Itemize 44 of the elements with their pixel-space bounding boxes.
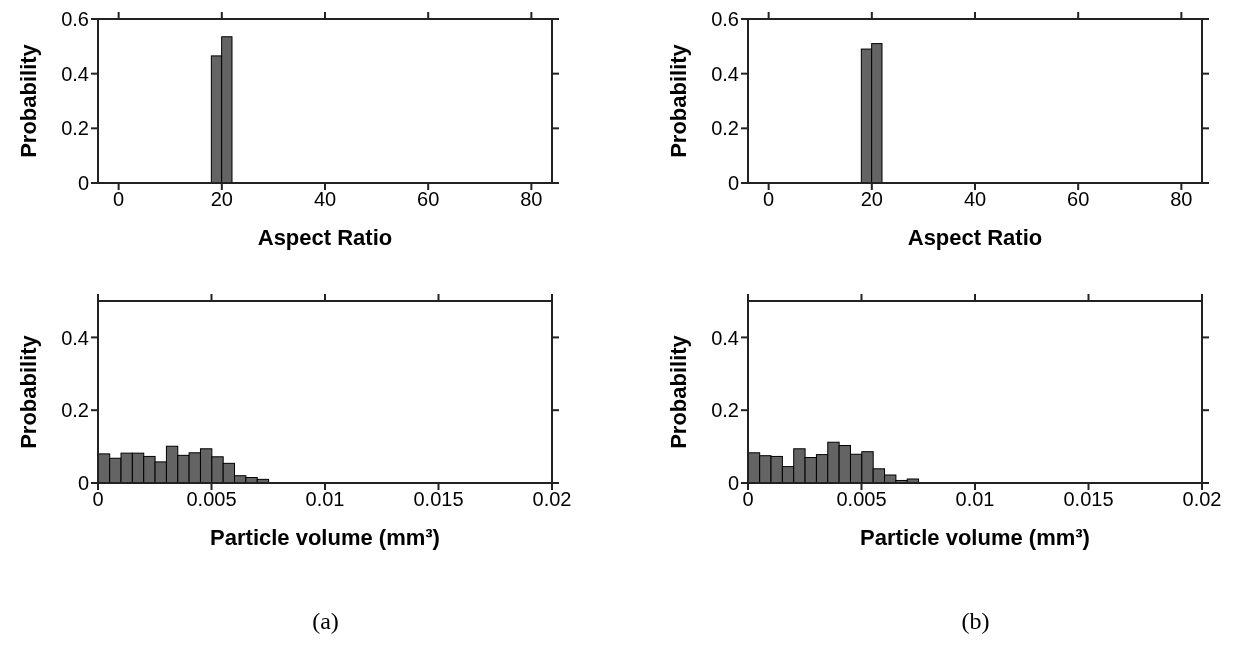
x-tick-label: 0 — [742, 488, 754, 511]
x-tick-label: 0 — [113, 188, 125, 211]
y-tick-label: 0.2 — [711, 117, 739, 140]
x-tick-label: 0.01 — [955, 488, 995, 511]
x-axis-title: Aspect Ratio — [907, 225, 1043, 250]
x-axis-title: Particle volume (mm³) — [210, 525, 440, 550]
y-tick-label: 0 — [727, 472, 739, 495]
x-tick-label: 80 — [1170, 188, 1193, 211]
x-tick-label: 0.015 — [413, 488, 464, 511]
y-tick-label: 0.4 — [711, 326, 739, 349]
x-tick-label: 0.01 — [305, 488, 345, 511]
text: (a) — [311, 608, 340, 635]
x-tick-label: 0 — [92, 488, 104, 511]
y-tick-label: 0.6 — [711, 8, 739, 31]
x-tick-label: 0 — [763, 188, 775, 211]
y-tick-label: 0 — [727, 172, 739, 195]
y-tick-label: 0 — [77, 172, 89, 195]
y-axis-title: Probability — [665, 334, 691, 449]
text: (b) — [960, 608, 991, 635]
x-tick-label: 20 — [210, 188, 233, 211]
y-tick-label: 0 — [77, 472, 89, 495]
y-tick-label: 0.4 — [711, 62, 739, 85]
x-tick-label: 40 — [963, 188, 987, 211]
y-axis-title: Probability — [15, 334, 41, 449]
x-axis-title: Particle volume (mm³) — [860, 525, 1090, 550]
y-tick-label: 0.2 — [61, 399, 89, 422]
x-tick-label: 0.015 — [1063, 488, 1114, 511]
y-tick-label: 0.6 — [61, 8, 89, 31]
x-tick-label: 80 — [520, 188, 543, 211]
x-tick-label: 60 — [1067, 188, 1090, 211]
y-axis-title: Probability — [665, 43, 691, 158]
y-axis-title: Probability — [15, 43, 41, 158]
x-tick-label: 40 — [313, 188, 337, 211]
y-tick-label: 0.2 — [711, 399, 739, 422]
x-tick-label: 60 — [417, 188, 440, 211]
x-tick-label: 0.005 — [186, 488, 237, 511]
x-tick-label: 20 — [860, 188, 883, 211]
y-tick-label: 0.2 — [61, 117, 89, 140]
y-tick-label: 0.4 — [61, 326, 89, 349]
y-tick-label: 0.4 — [61, 62, 89, 85]
x-tick-label: 0.02 — [532, 488, 572, 511]
x-axis-title: Aspect Ratio — [257, 225, 393, 250]
x-tick-label: 0.02 — [1182, 488, 1222, 511]
x-tick-label: 0.005 — [836, 488, 887, 511]
